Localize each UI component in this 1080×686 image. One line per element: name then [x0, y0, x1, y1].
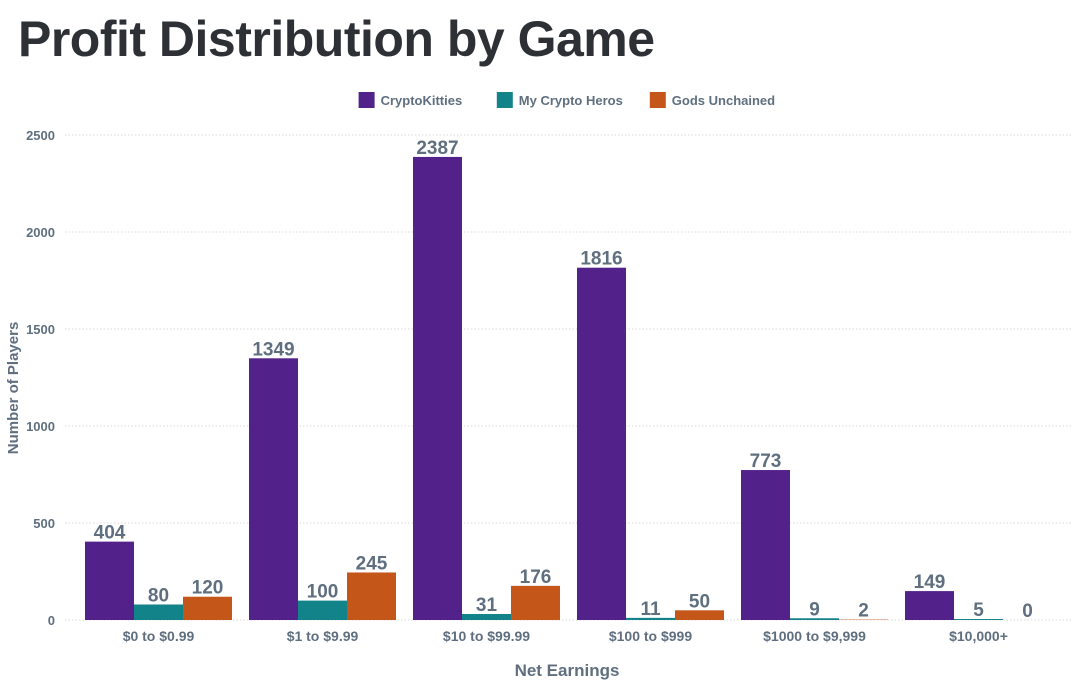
legend-swatch — [496, 92, 513, 108]
bar-my-crypto-heros-0[interactable] — [134, 604, 183, 620]
data-label: 149 — [914, 572, 946, 593]
y-axis: 0 500 1000 1500 2000 2500 — [26, 128, 55, 628]
y-tick-label: 2500 — [26, 128, 55, 143]
y-tick-label: 1500 — [26, 322, 55, 337]
bar-my-crypto-heros-4[interactable] — [790, 618, 839, 620]
bar-my-crypto-heros-2[interactable] — [462, 613, 511, 620]
bar-cryptokitties-4[interactable] — [741, 470, 790, 620]
data-label: 2387 — [416, 138, 458, 159]
data-label: 5 — [973, 600, 984, 621]
y-tick-label: 1000 — [26, 419, 55, 434]
bar-cryptokitties-0[interactable] — [85, 541, 134, 620]
bar-gods-unchained-1[interactable] — [347, 572, 396, 620]
x-tick-label: $10,000+ — [949, 628, 1008, 644]
bar-gods-unchained-2[interactable] — [511, 585, 560, 620]
x-tick-label: $100 to $999 — [609, 628, 692, 644]
data-label: 50 — [689, 591, 710, 612]
data-label: 120 — [192, 578, 224, 599]
data-label: 0 — [1022, 601, 1033, 622]
y-tick-label: 0 — [48, 613, 55, 628]
legend-item-my-crypto-heros[interactable]: My Crypto Heros — [496, 92, 623, 108]
legend-label: Gods Unchained — [672, 93, 775, 108]
bar-cryptokitties-3[interactable] — [577, 267, 626, 620]
bars — [85, 156, 1003, 620]
x-axis-title: Net Earnings — [515, 661, 620, 680]
data-label: 9 — [809, 599, 820, 620]
legend[interactable]: CryptoKitties My Crypto Heros Gods Unchain… — [358, 92, 776, 108]
bar-my-crypto-heros-1[interactable] — [298, 600, 347, 620]
bar-my-crypto-heros-3[interactable] — [626, 617, 675, 620]
data-label: 100 — [307, 582, 339, 603]
grid-lines — [65, 134, 1072, 621]
legend-label: CryptoKitties — [381, 93, 463, 108]
bar-my-crypto-heros-5[interactable] — [954, 619, 1003, 620]
legend-label: My Crypto Heros — [519, 93, 623, 108]
bar-gods-unchained-0[interactable] — [183, 596, 232, 620]
x-axis: $0 to $0.99 $1 to $9.99 $10 to $99.99 $100 … — [123, 628, 1008, 644]
legend-swatch — [649, 92, 666, 108]
data-label: 1349 — [252, 339, 294, 360]
chart-title: Profit Distribution by Game — [18, 11, 655, 67]
data-label: 2 — [858, 601, 869, 622]
y-axis-title: Number of Players — [5, 322, 22, 455]
data-label: 31 — [476, 595, 498, 616]
bar-cryptokitties-5[interactable] — [905, 591, 954, 620]
data-label: 404 — [94, 523, 126, 544]
bar-cryptokitties-1[interactable] — [249, 358, 298, 620]
x-tick-label: $1000 to $9,999 — [763, 628, 866, 644]
legend-item-cryptokitties[interactable]: CryptoKitties — [358, 92, 463, 108]
data-label: 80 — [148, 585, 169, 606]
bar-cryptokitties-2[interactable] — [413, 156, 462, 620]
x-tick-label: $10 to $99.99 — [443, 628, 530, 644]
data-label: 773 — [750, 451, 782, 472]
x-tick-label: $1 to $9.99 — [287, 628, 359, 644]
data-label: 176 — [520, 567, 552, 588]
data-label: 245 — [356, 553, 388, 574]
bar-gods-unchained-3[interactable] — [675, 610, 724, 620]
data-label: 1816 — [580, 249, 622, 270]
legend-swatch — [358, 92, 375, 108]
legend-item-gods-unchained[interactable]: Gods Unchained — [649, 92, 775, 108]
y-tick-label: 500 — [33, 516, 55, 531]
y-tick-label: 2000 — [26, 225, 55, 240]
data-label: 11 — [640, 599, 661, 620]
x-tick-label: $0 to $0.99 — [123, 628, 195, 644]
